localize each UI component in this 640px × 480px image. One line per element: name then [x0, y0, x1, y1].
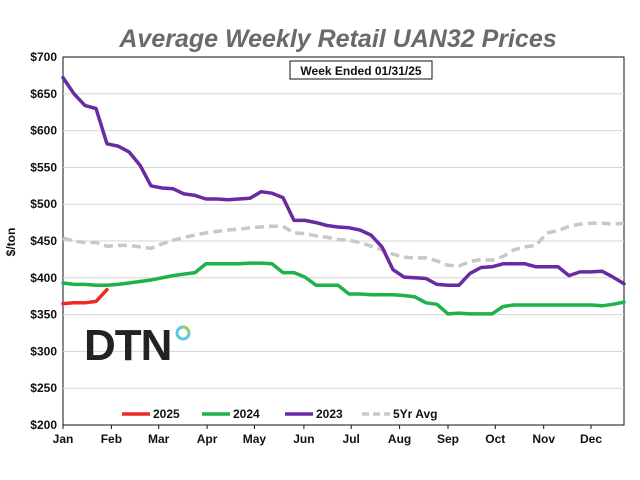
- chart-title: Average Weekly Retail UAN32 Prices: [118, 25, 556, 53]
- y-tick-label: $600: [30, 124, 57, 138]
- legend-label: 2025: [153, 407, 180, 421]
- x-axis-ticks: Jan Feb Mar Apr May Jun Jul Aug Sep Oct Nov Dec: [53, 425, 602, 446]
- y-tick-label: $250: [30, 381, 57, 395]
- x-tick-label: Dec: [580, 432, 602, 446]
- legend-label: 2023: [316, 407, 343, 421]
- annotation-text: Week Ended 01/31/25: [300, 64, 422, 78]
- x-tick-label: Jul: [343, 432, 360, 446]
- y-tick-label: $350: [30, 308, 57, 322]
- x-tick-label: Jun: [293, 432, 314, 446]
- gridlines: [63, 93, 624, 389]
- legend: 2025 2024 2023 5Yr Avg: [122, 407, 437, 421]
- x-tick-label: Feb: [101, 432, 122, 446]
- logo-text: DTN: [84, 321, 171, 370]
- y-tick-label: $650: [30, 87, 57, 101]
- y-tick-label: $300: [30, 344, 57, 358]
- series-line-2024: [61, 261, 626, 316]
- legend-label: 5Yr Avg: [393, 407, 437, 421]
- dtn-logo: DTN: [84, 321, 191, 370]
- y-tick-label: $700: [30, 50, 57, 64]
- x-tick-label: Sep: [437, 432, 459, 446]
- y-tick-label: $400: [30, 271, 57, 285]
- series-line-2023: [61, 75, 626, 287]
- y-tick-label: $200: [30, 418, 57, 432]
- series-line-2025: [61, 287, 109, 306]
- y-tick-label: $550: [30, 160, 57, 174]
- x-tick-label: Jan: [53, 432, 74, 446]
- x-tick-label: Nov: [532, 432, 555, 446]
- x-tick-label: Apr: [197, 432, 218, 446]
- annotation-box: Week Ended 01/31/25: [289, 60, 433, 80]
- x-tick-label: Oct: [485, 432, 505, 446]
- y-tick-label: $500: [30, 197, 57, 211]
- y-tick-label: $450: [30, 234, 57, 248]
- legend-label: 2024: [233, 407, 260, 421]
- x-tick-label: May: [243, 432, 267, 446]
- x-tick-label: Aug: [388, 432, 411, 446]
- y-axis-label: $/ton: [4, 228, 18, 257]
- series-line-5yr-avg: [62, 221, 625, 268]
- y-axis-ticks: $200 $250 $300 $350 $400 $450 $500 $550 $600 $650…: [30, 50, 57, 432]
- x-tick-label: Mar: [148, 432, 170, 446]
- logo-mark-icon: [175, 325, 191, 341]
- series-group: [61, 75, 626, 316]
